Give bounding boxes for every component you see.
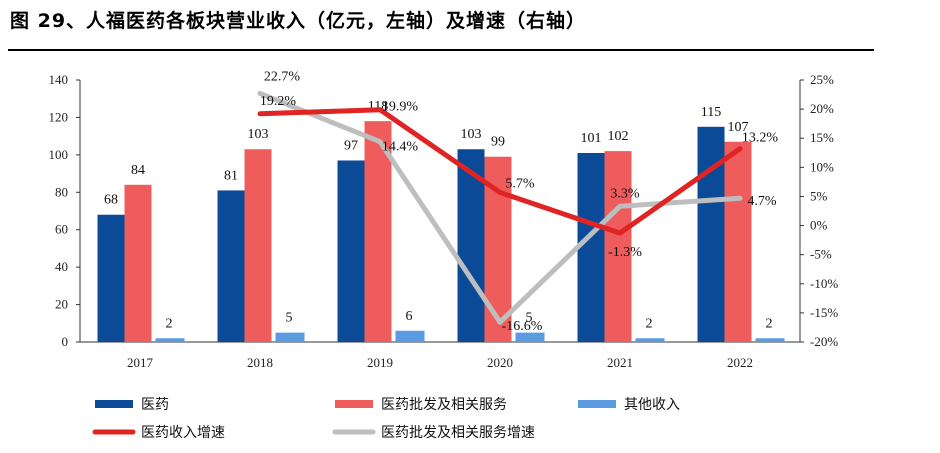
- bar-value-label: 5: [286, 311, 293, 326]
- bar-1: [577, 152, 605, 342]
- bar-3: [755, 338, 785, 342]
- line-value-label: 5.7%: [505, 176, 535, 191]
- bar-2: [364, 121, 392, 343]
- x-tick-label: 2017: [127, 355, 154, 370]
- x-tick-label: 2018: [247, 355, 273, 370]
- line-value-label: 22.7%: [264, 69, 301, 84]
- right-tick-label: 20%: [810, 101, 834, 116]
- bar-value-label: 115: [701, 105, 721, 120]
- bar-2: [604, 151, 632, 342]
- legend-swatch: [335, 400, 373, 408]
- left-tick-label: 120: [49, 109, 69, 124]
- bar-value-label: 84: [131, 163, 145, 178]
- bar-value-label: 103: [248, 127, 269, 142]
- bar-value-label: 2: [166, 316, 173, 331]
- bar-1: [217, 190, 245, 342]
- left-tick-label: 140: [49, 72, 69, 87]
- bar-value-label: 81: [224, 168, 238, 183]
- left-tick-label: 0: [62, 334, 69, 349]
- left-tick-label: 100: [49, 147, 69, 162]
- line-value-label: 19.9%: [382, 100, 419, 115]
- legend-label: 医药: [141, 397, 169, 413]
- right-tick-label: 5%: [810, 188, 828, 203]
- line-value-label: 4.7%: [747, 194, 777, 209]
- x-tick-label: 2022: [727, 355, 753, 370]
- bar-value-label: 99: [491, 135, 505, 150]
- bar-value-label: 97: [344, 138, 358, 153]
- legend-label: 医药批发及相关服务增速: [381, 425, 535, 441]
- right-tick-label: -15%: [810, 305, 838, 320]
- bar-1: [337, 160, 365, 342]
- bar-value-label: 102: [608, 129, 629, 144]
- line-value-label: 19.2%: [260, 94, 297, 109]
- bar-value-label: 103: [461, 127, 482, 142]
- bar-3: [395, 330, 425, 342]
- bar-2: [724, 141, 752, 342]
- bar-value-label: 6: [406, 309, 413, 324]
- x-tick-label: 2019: [367, 355, 393, 370]
- title-divider: [8, 49, 874, 51]
- left-tick-label: 80: [55, 184, 68, 199]
- legend-swatch: [578, 400, 616, 408]
- bar-value-label: 2: [766, 316, 773, 331]
- legend-label: 医药收入增速: [141, 425, 225, 441]
- bar-value-label: 5: [526, 311, 533, 326]
- left-tick-label: 40: [55, 259, 68, 274]
- left-tick-label: 60: [55, 222, 68, 237]
- legend-label: 其他收入: [624, 397, 680, 413]
- bar-value-label: 68: [104, 193, 118, 208]
- line-value-label: -16.6%: [502, 319, 543, 334]
- right-tick-label: 15%: [810, 130, 834, 145]
- right-tick-label: -20%: [810, 334, 838, 349]
- bar-1: [97, 214, 125, 342]
- bar-value-label: 2: [646, 316, 653, 331]
- bar-1: [697, 126, 725, 343]
- legend-label: 医药批发及相关服务: [381, 397, 507, 413]
- x-tick-label: 2020: [487, 355, 513, 370]
- line-value-label: 14.4%: [382, 140, 419, 155]
- right-tick-label: 10%: [810, 159, 834, 174]
- bar-2: [124, 184, 152, 342]
- line-value-label: -1.3%: [608, 245, 642, 260]
- left-tick-label: 20: [55, 297, 68, 312]
- right-tick-label: 0%: [810, 218, 828, 233]
- line-value-label: 3.3%: [610, 186, 640, 201]
- bar-3: [275, 332, 305, 342]
- bar-3: [515, 332, 545, 342]
- bar-2: [244, 149, 272, 342]
- right-tick-label: 25%: [810, 72, 834, 87]
- line-value-label: 13.2%: [742, 131, 779, 146]
- chart-title: 图 29、人福医药各板块营业收入（亿元，左轴）及增速（右轴）: [10, 10, 587, 32]
- right-tick-label: -10%: [810, 276, 838, 291]
- legend-swatch: [95, 400, 133, 408]
- bar-3: [155, 338, 185, 342]
- bar-value-label: 101: [581, 131, 602, 146]
- right-tick-label: -5%: [810, 247, 832, 262]
- bar-value-label: 107: [728, 120, 749, 135]
- bar-3: [635, 338, 665, 342]
- x-tick-label: 2021: [607, 355, 633, 370]
